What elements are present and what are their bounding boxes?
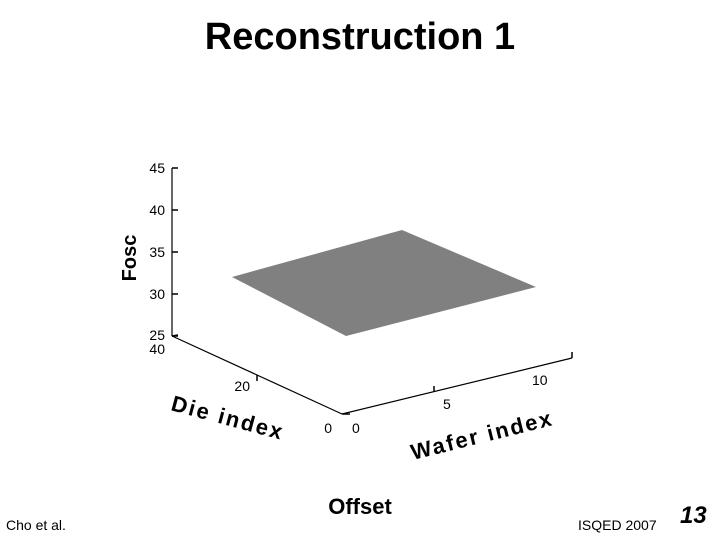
z-tick-label: 30 (149, 286, 165, 302)
y-ticks (433, 352, 573, 392)
z-tick-label: 45 (149, 160, 165, 176)
x-tick-label: 0 (324, 420, 332, 436)
offset-label: Offset (328, 494, 392, 519)
x-ticks (171, 334, 350, 415)
z-tick-label: 25 (149, 327, 165, 343)
page-number: 13 (680, 502, 707, 529)
y-tick-label: 0 (352, 420, 360, 436)
y-tick-label: 10 (532, 372, 548, 388)
z-ticks (172, 167, 178, 337)
surface-plane (232, 230, 536, 336)
conference-label: ISQED 2007 (578, 517, 657, 533)
x-tick-label: 40 (149, 341, 165, 357)
y-tick-label: 5 (443, 396, 451, 412)
z-tick-label: 40 (149, 202, 165, 218)
y-axis (341, 357, 573, 415)
x-tick-label: 20 (234, 378, 250, 394)
slide-title: Reconstruction 1 (204, 16, 516, 58)
y-axis-label: Wafer index (408, 405, 556, 465)
x-axis-label: Die index (169, 391, 287, 445)
z-axis-label: Fosc (119, 235, 141, 282)
author-credit: Cho et al. (6, 517, 66, 533)
z-tick-label: 35 (149, 244, 165, 260)
